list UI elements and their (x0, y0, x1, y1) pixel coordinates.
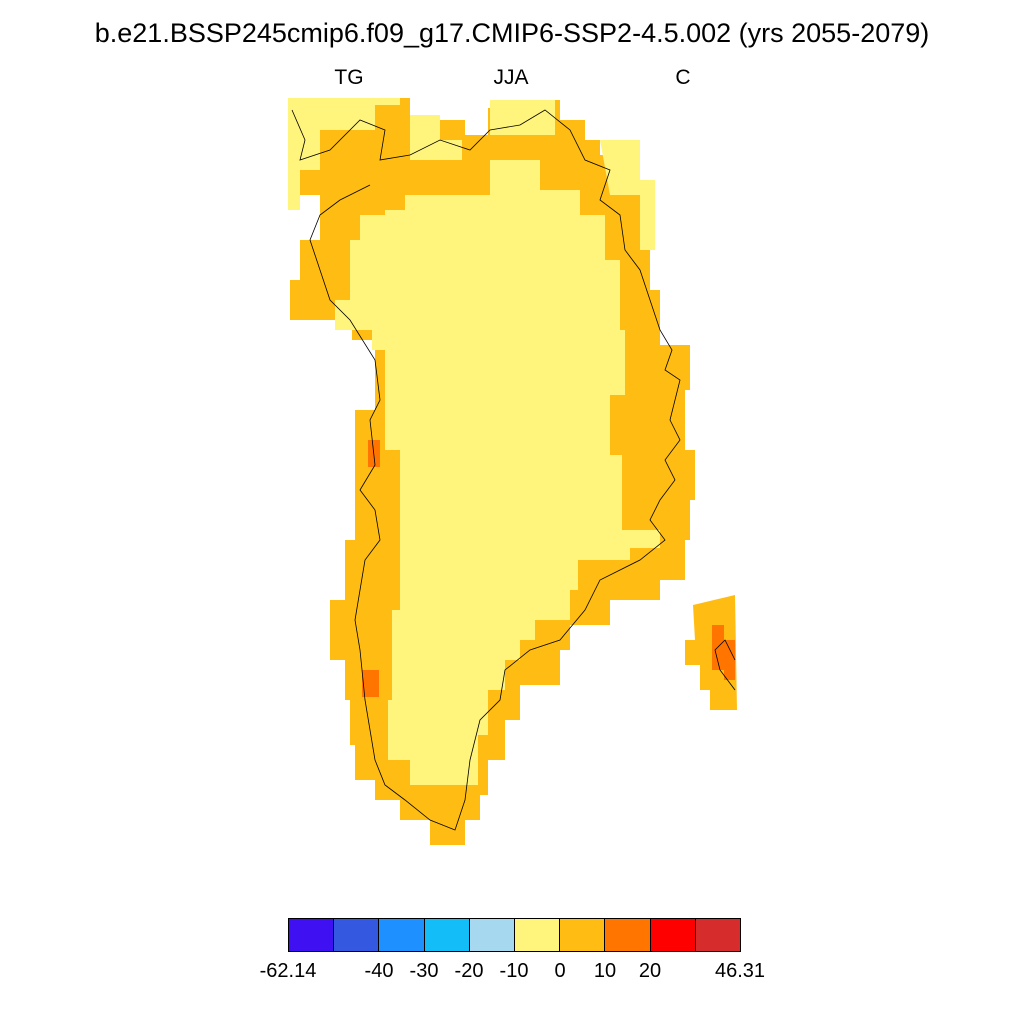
colorbar-label: 10 (593, 960, 617, 982)
colorbar-swatch-8 (605, 919, 651, 951)
colorbar-label: -40 (364, 960, 394, 982)
units-label: C (675, 66, 691, 89)
colorbar-swatch-3 (379, 919, 425, 951)
colorbar-swatch-5 (469, 919, 516, 951)
coastline (291, 109, 681, 831)
colorbar-label: -30 (409, 960, 439, 982)
colorbar-swatch-1 (289, 919, 335, 951)
hot-cell-southwest (362, 670, 379, 697)
colorbar-swatch-6 (515, 919, 561, 951)
north-coast-light-4 (600, 140, 655, 250)
colorbar-swatch-2 (334, 919, 380, 951)
colorbar (288, 918, 741, 952)
colorbar-swatch-4 (424, 919, 470, 951)
season-label: JJA (493, 66, 529, 89)
ice-sheet-interior (335, 160, 660, 785)
colorbar-label: 20 (638, 960, 662, 982)
colorbar-swatch-7 (560, 919, 606, 951)
colorbar-label: -62.14 (259, 960, 317, 982)
colorbar-swatch-10 (695, 919, 741, 951)
north-coast-light-3 (490, 100, 555, 135)
plot-title: b.e21.BSSP245cmip6.f09_g17.CMIP6-SSP2-4.… (94, 18, 930, 48)
iceland-coastline (714, 639, 736, 691)
variable-label: TG (334, 66, 364, 89)
colorbar-label: -20 (454, 960, 484, 982)
north-coast-light (288, 98, 400, 210)
iceland-hot-cell-2 (724, 640, 735, 680)
colorbar-label: 0 (554, 960, 566, 982)
colorbar-label: -10 (499, 960, 529, 982)
iceland-fragment (685, 595, 737, 710)
colorbar-label: 46.31 (714, 960, 766, 982)
colorbar-swatch-9 (650, 919, 696, 951)
